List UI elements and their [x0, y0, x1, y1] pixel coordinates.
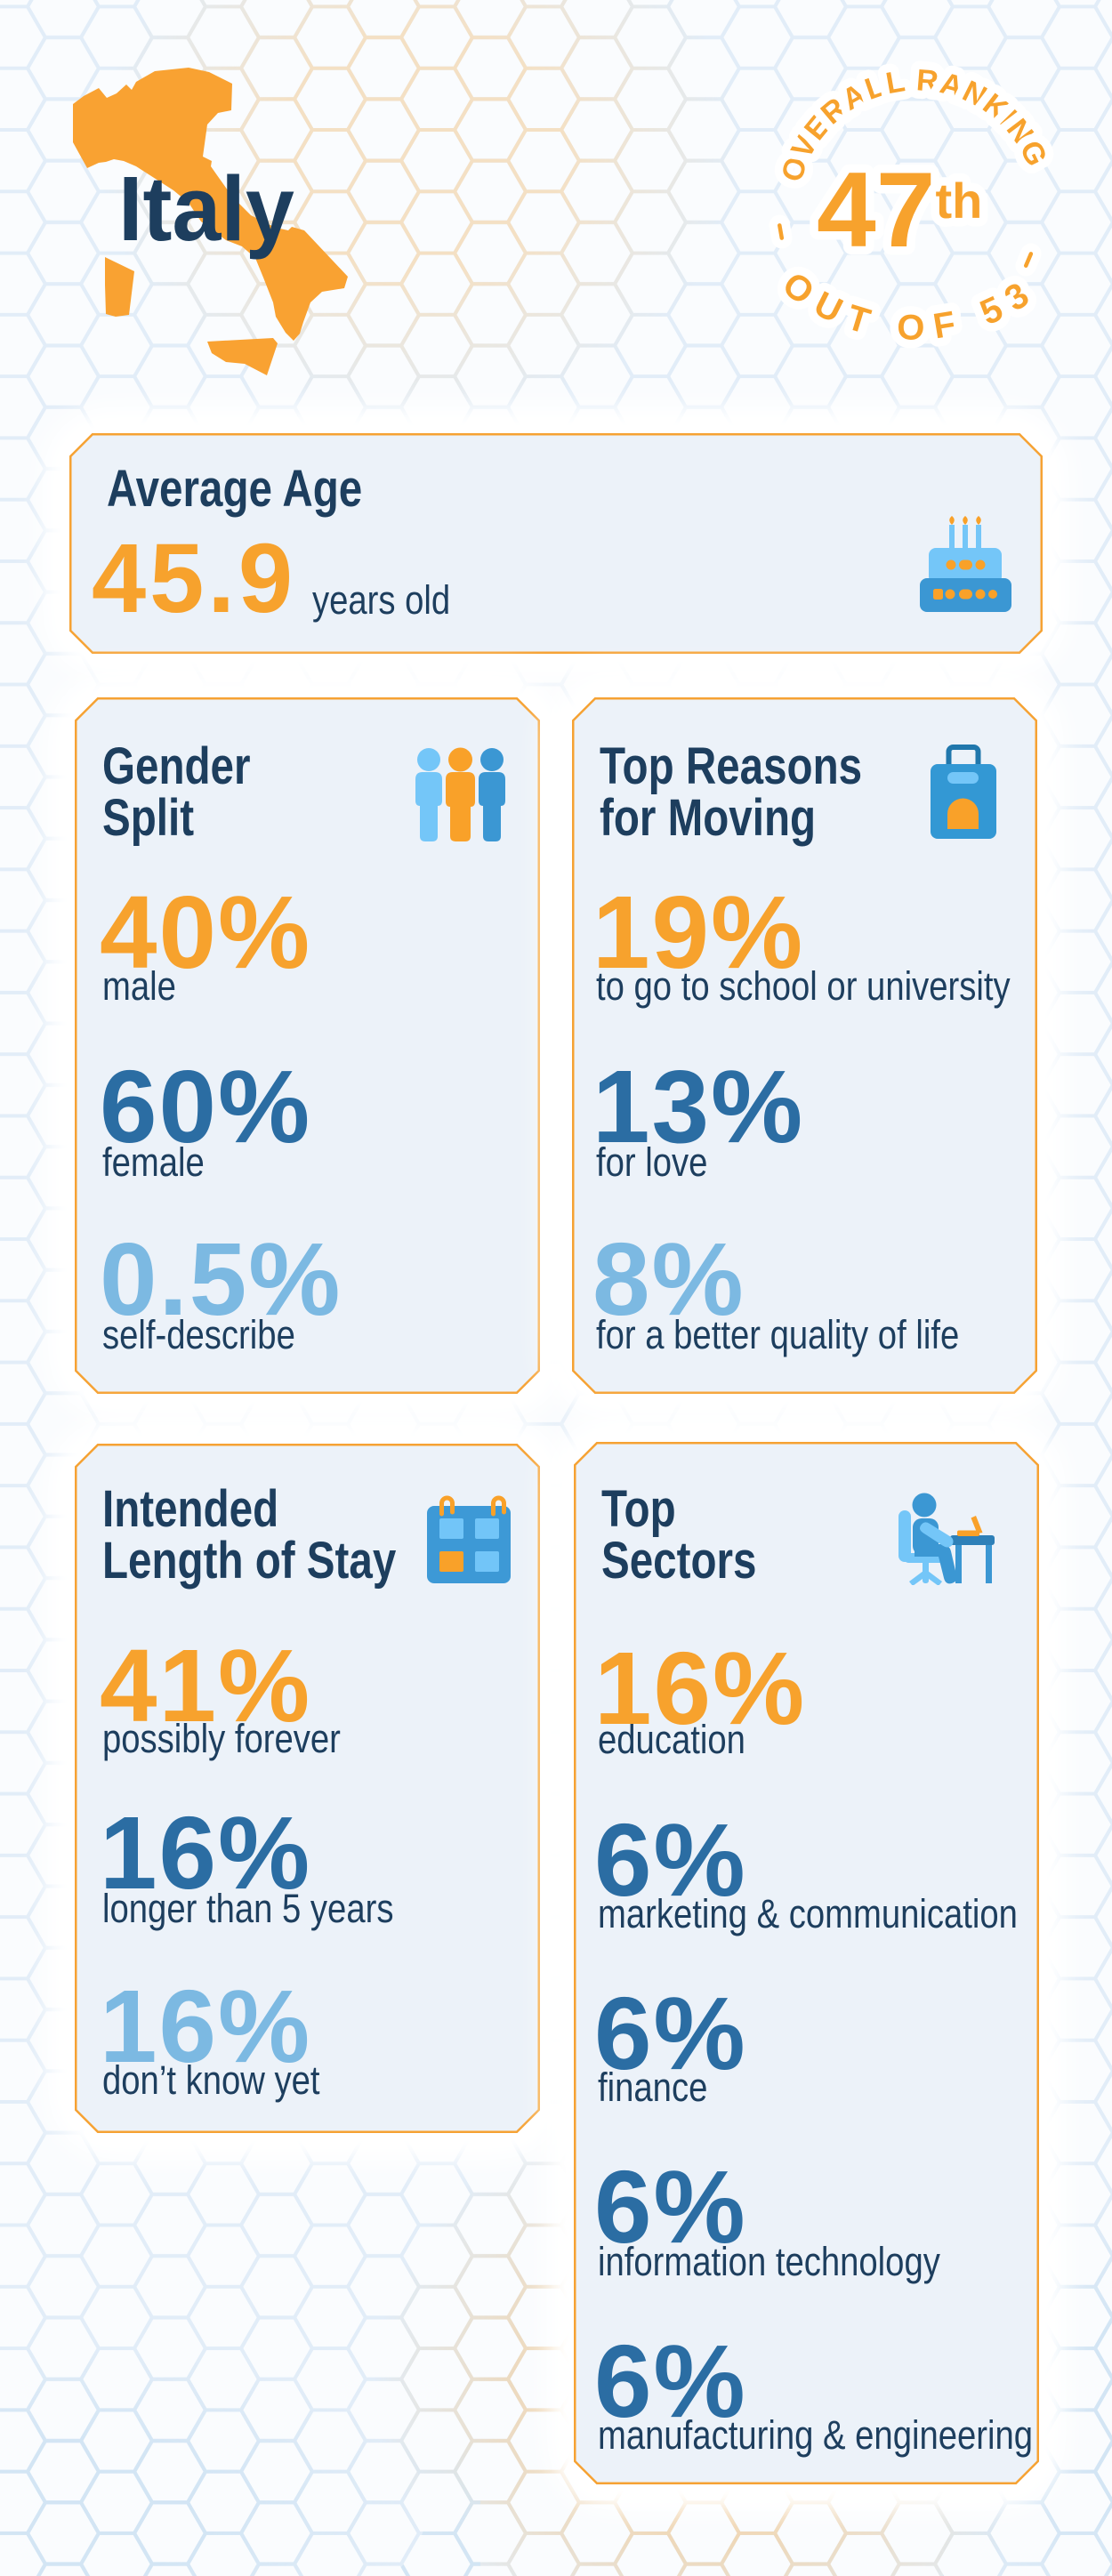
svg-text:OUT OF 53: OUT OF 53	[776, 265, 1036, 348]
svg-text:47th: 47th	[817, 150, 982, 270]
